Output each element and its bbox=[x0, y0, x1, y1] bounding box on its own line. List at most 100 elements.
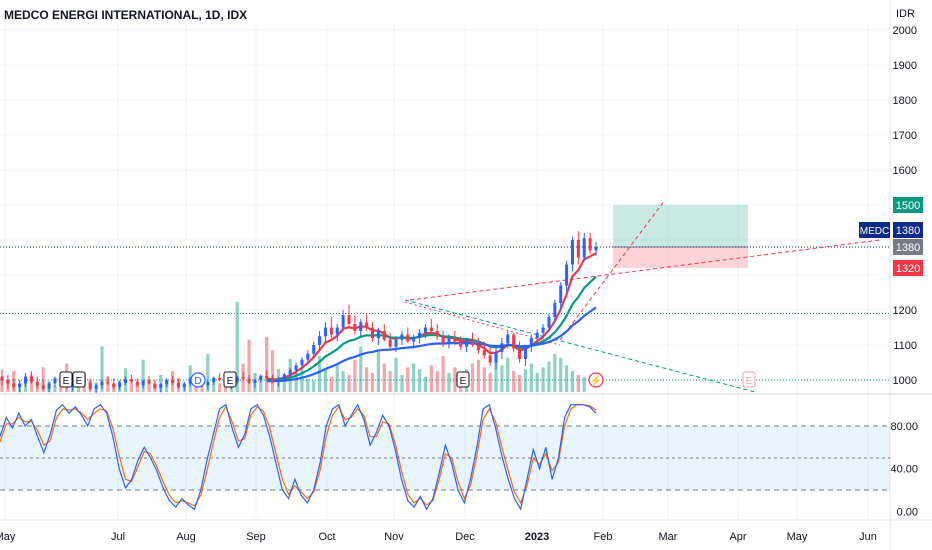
candle-body-3 bbox=[18, 383, 22, 387]
event-marker-6[interactable]: E bbox=[742, 371, 756, 388]
volume-bar-45 bbox=[265, 336, 269, 392]
candle-body-42 bbox=[247, 378, 251, 383]
candle-body-76 bbox=[447, 338, 451, 344]
volume-bar-25 bbox=[147, 379, 151, 392]
price-badge-bg-3 bbox=[893, 260, 923, 276]
candle-3 bbox=[18, 380, 22, 393]
candle-67 bbox=[394, 336, 398, 352]
candle-body-9 bbox=[53, 378, 57, 384]
candle-body-40 bbox=[235, 377, 239, 382]
volume-bar-48 bbox=[282, 374, 286, 392]
event-marker-1[interactable]: E bbox=[72, 371, 86, 388]
volume-bar-77 bbox=[453, 367, 457, 392]
volume-bar-91 bbox=[535, 373, 539, 392]
price-badge-bg-0 bbox=[893, 197, 923, 213]
candle-68 bbox=[400, 331, 404, 345]
event-marker-label-2: D bbox=[194, 376, 201, 387]
candle-92 bbox=[541, 324, 545, 340]
candle-31 bbox=[182, 381, 186, 392]
volume-bar-99 bbox=[582, 376, 586, 392]
time-label-11: May bbox=[787, 531, 808, 543]
price-badge-value-0: 1500 bbox=[896, 200, 920, 212]
price-tick-label-2: 1200 bbox=[893, 305, 917, 317]
candle-body-62 bbox=[365, 322, 369, 328]
candle-44 bbox=[259, 374, 263, 383]
candle-25 bbox=[147, 375, 151, 385]
candle-83 bbox=[488, 346, 492, 366]
price-badge-stop: 1320 bbox=[893, 260, 923, 276]
trend-line-upper bbox=[409, 239, 881, 301]
candle-body-82 bbox=[482, 350, 486, 356]
candle-49 bbox=[288, 367, 292, 378]
volume-bar-75 bbox=[441, 355, 445, 392]
candle-body-93 bbox=[547, 317, 551, 328]
stochastic-pane bbox=[0, 403, 890, 511]
volume-bar-53 bbox=[312, 380, 316, 392]
candle-19 bbox=[112, 378, 116, 389]
volume-bar-86 bbox=[506, 357, 510, 392]
candle-59 bbox=[347, 304, 351, 328]
candle-82 bbox=[482, 341, 486, 359]
stoch-tick-label-1: 40.00 bbox=[890, 464, 918, 476]
candle-body-19 bbox=[112, 383, 116, 387]
time-label-8: Feb bbox=[594, 531, 613, 543]
volume-bar-57 bbox=[335, 363, 339, 392]
candle-87 bbox=[512, 332, 516, 352]
volume-bar-96 bbox=[564, 365, 569, 392]
long-position-tool[interactable] bbox=[613, 205, 748, 268]
time-label-3: Sep bbox=[246, 531, 266, 543]
channel-line bbox=[404, 301, 561, 346]
volume-bar-94 bbox=[553, 354, 557, 392]
candle-body-61 bbox=[359, 322, 363, 331]
candle-88 bbox=[518, 341, 522, 363]
candle-24 bbox=[141, 380, 145, 389]
price-axis[interactable]: 1000 1100 1200 1600 1700 1800 1900 2000 0.00 40.0… bbox=[890, 25, 918, 518]
volume-bar-97 bbox=[570, 371, 575, 392]
volume-bar-66 bbox=[388, 371, 392, 392]
volume-bar-73 bbox=[429, 365, 433, 392]
candle-body-16 bbox=[94, 385, 98, 389]
candle-47 bbox=[276, 377, 280, 387]
event-marker-0[interactable]: E bbox=[59, 371, 73, 388]
volume-bar-76 bbox=[447, 373, 451, 392]
event-marker-label-3: E bbox=[227, 376, 234, 387]
event-markers[interactable]: E E D E E ⚡ E bbox=[59, 371, 756, 388]
candle-body-43 bbox=[253, 380, 257, 383]
candle-body-37 bbox=[218, 377, 222, 380]
event-marker-2[interactable]: D bbox=[190, 372, 206, 388]
time-axis[interactable]: May Jul Aug Sep Oct Nov Dec 2023 Feb Mar Apr May Jun bbox=[0, 519, 932, 543]
candle-5 bbox=[29, 371, 33, 384]
candle-body-47 bbox=[276, 378, 280, 382]
candle-body-4 bbox=[24, 376, 28, 384]
volume-bar-63 bbox=[370, 373, 375, 392]
event-marker-5[interactable]: ⚡ bbox=[588, 372, 604, 388]
price-badge-value-1: 1380 bbox=[896, 225, 920, 237]
candle-body-29 bbox=[171, 380, 175, 383]
event-marker-4[interactable]: E bbox=[456, 371, 470, 388]
stoch-k-line bbox=[0, 403, 597, 511]
candle-body-48 bbox=[282, 374, 286, 379]
time-label-12: Jun bbox=[859, 531, 877, 543]
event-marker-3[interactable]: E bbox=[223, 371, 237, 388]
candle-76 bbox=[447, 334, 451, 349]
candle-body-51 bbox=[300, 359, 304, 366]
event-marker-label-4: E bbox=[460, 376, 467, 387]
volume-bar-84 bbox=[494, 352, 498, 392]
time-label-0: May bbox=[0, 531, 16, 543]
candle-43 bbox=[253, 378, 257, 388]
volume-bar-87 bbox=[512, 371, 516, 392]
candle-77 bbox=[453, 331, 457, 345]
volume-bar-24 bbox=[141, 359, 145, 392]
trend-line-drawings[interactable] bbox=[404, 199, 881, 393]
price-badge-value-2: 1380 bbox=[896, 242, 920, 254]
candle-90 bbox=[529, 334, 533, 352]
candle-body-68 bbox=[400, 334, 404, 340]
price-badge-bg-2 bbox=[893, 239, 923, 255]
candle-body-32 bbox=[188, 378, 192, 384]
candle-body-78 bbox=[459, 341, 463, 347]
candle-body-8 bbox=[47, 383, 51, 389]
candle-16 bbox=[94, 383, 98, 393]
volume-bar-85 bbox=[500, 365, 504, 392]
time-label-6: Dec bbox=[455, 531, 475, 543]
